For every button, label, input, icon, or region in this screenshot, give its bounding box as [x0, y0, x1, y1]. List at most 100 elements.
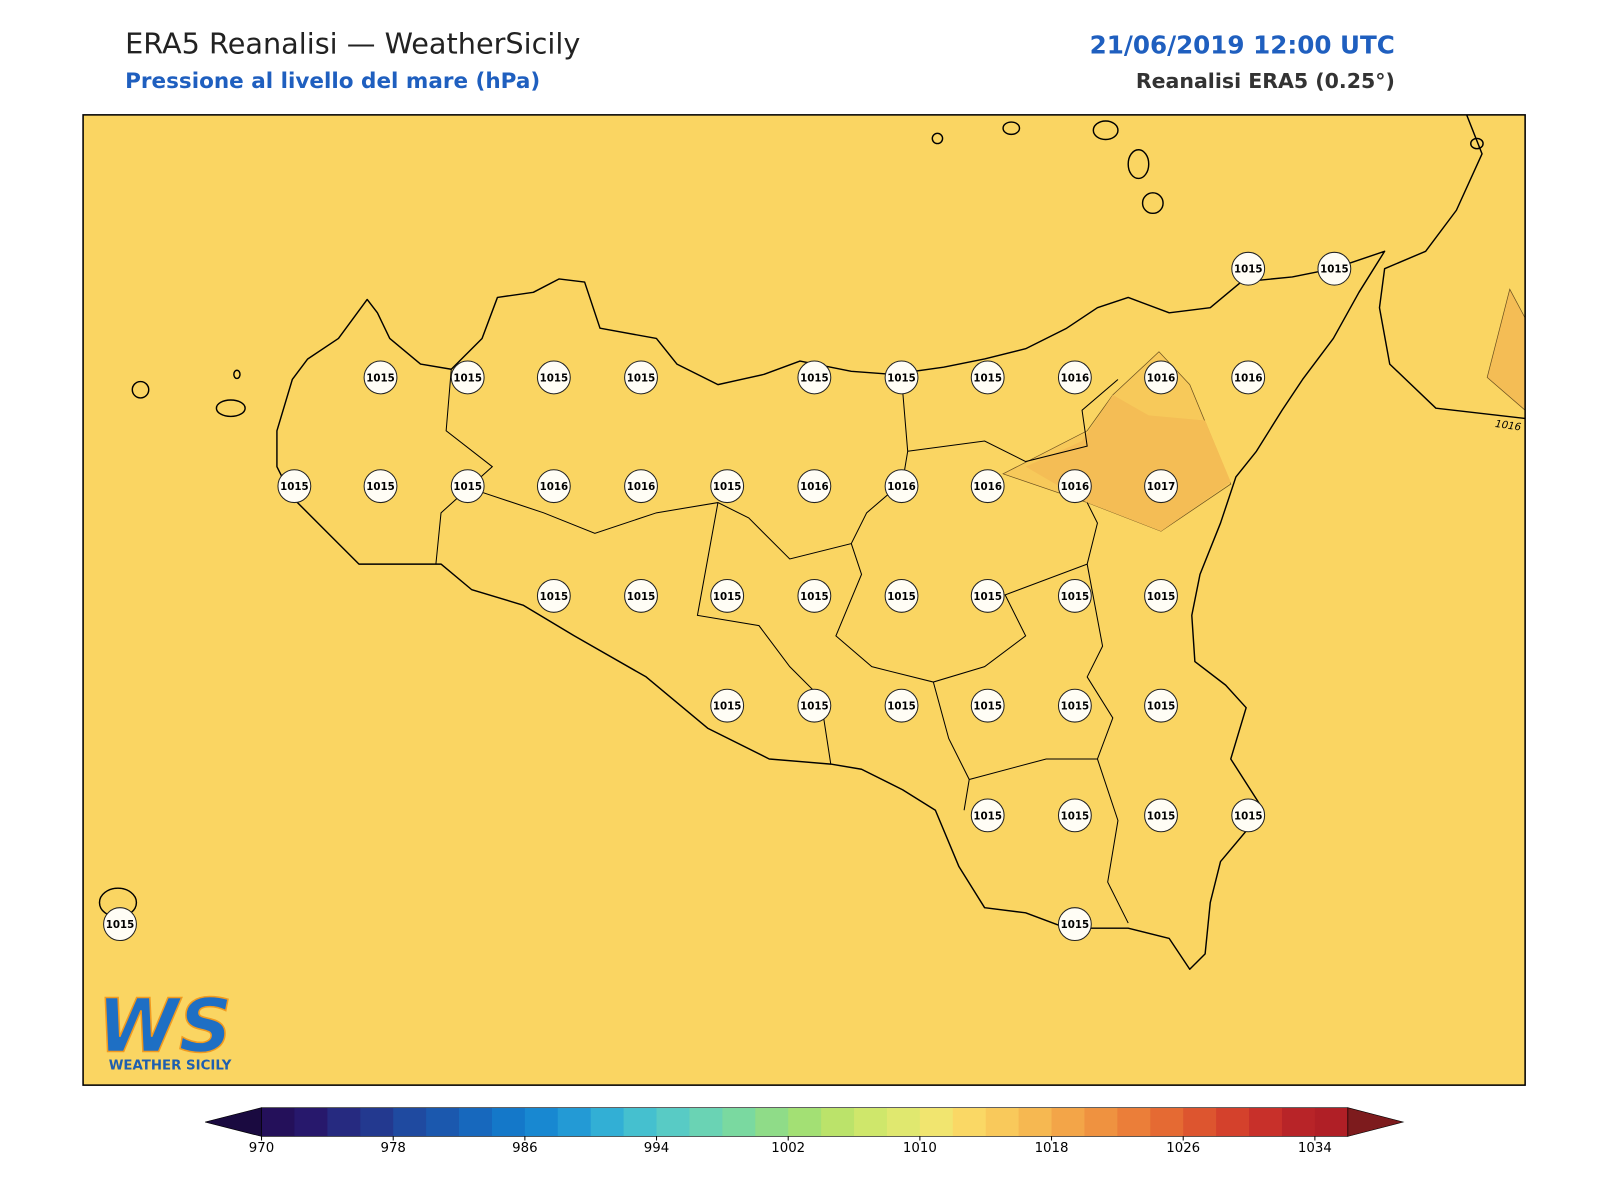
- colorbar-box: [919, 1107, 954, 1137]
- station-marker: [536, 578, 571, 613]
- colorbar-box: [524, 1107, 559, 1137]
- station: 1015: [450, 469, 485, 504]
- station-marker: [797, 578, 832, 613]
- station-value: 1015: [627, 591, 656, 603]
- station: 1015: [970, 798, 1005, 833]
- station-marker: [1144, 688, 1178, 723]
- station: 1016: [1057, 469, 1092, 504]
- colorbar-box: [1117, 1107, 1151, 1137]
- source: Reanalisi ERA5 (0.25°): [1136, 69, 1395, 93]
- title: ERA5 Reanalisi — WeatherSicily: [125, 26, 580, 60]
- station: 1016: [1231, 360, 1266, 395]
- station-marker: [624, 469, 658, 504]
- station: 1016: [797, 469, 832, 504]
- station-value: 1015: [366, 372, 395, 384]
- station-value: 1016: [800, 481, 829, 493]
- station-value: 1015: [800, 591, 829, 603]
- station: 1015: [797, 688, 832, 723]
- station-value: 1015: [1320, 264, 1349, 276]
- subtitle: Pressione al livello del mare (hPa): [125, 69, 540, 94]
- map-frame: [82, 114, 1526, 1086]
- station: 1015: [277, 469, 312, 504]
- station: 1015: [1144, 688, 1178, 723]
- station: 1015: [450, 360, 485, 395]
- station: 1016: [884, 469, 919, 504]
- colorbar-box: [623, 1107, 657, 1137]
- station-value: 1015: [887, 701, 916, 713]
- colorbar-box: [788, 1107, 822, 1137]
- station-value: 1015: [453, 372, 482, 384]
- station: 1015: [970, 360, 1005, 395]
- station-marker: [1144, 469, 1178, 504]
- station-value: 1016: [1061, 481, 1090, 493]
- colorbar-tick-label: 1018: [1035, 1141, 1069, 1156]
- station: 1015: [710, 578, 745, 613]
- colorbar-tick-label: 970: [249, 1141, 274, 1156]
- colorbar-box: [1150, 1107, 1184, 1137]
- station-value: 1016: [973, 481, 1002, 493]
- station-marker: [1057, 578, 1092, 613]
- station-marker: [884, 688, 919, 723]
- station-marker: [1231, 360, 1266, 395]
- station: 1015: [1057, 798, 1092, 833]
- colorbar-box: [1183, 1107, 1217, 1137]
- station-marker: [536, 360, 571, 395]
- station: 1016: [536, 469, 571, 504]
- colorbar-tick-label: 1034: [1298, 1141, 1332, 1156]
- station-value: 1015: [540, 591, 569, 603]
- station-marker: [1057, 907, 1092, 942]
- station-marker: [797, 360, 832, 395]
- station-marker: [1057, 469, 1092, 504]
- station-marker: [970, 469, 1005, 504]
- logo: WS WEATHER SICILY: [97, 983, 233, 1074]
- station-value: 1015: [973, 701, 1002, 713]
- sicily-coast: [276, 250, 1386, 970]
- contour-area: [1025, 394, 1231, 532]
- station-value: 1015: [366, 481, 395, 493]
- station-marker: [103, 907, 137, 942]
- station-value: 1015: [713, 481, 742, 493]
- station-value: 1016: [1234, 372, 1263, 384]
- station-marker: [1144, 798, 1178, 833]
- colorbar-box: [294, 1107, 328, 1137]
- station-value: 1015: [800, 372, 829, 384]
- station-marker: [450, 469, 485, 504]
- station: 1015: [624, 578, 658, 613]
- station: 1015: [797, 578, 832, 613]
- station-marker: [1144, 578, 1178, 613]
- station-marker: [1144, 360, 1178, 395]
- station-marker: [884, 469, 919, 504]
- station-marker: [536, 469, 571, 504]
- colorbar-box: [1281, 1107, 1316, 1137]
- station-value: 1015: [453, 481, 482, 493]
- station: 1015: [710, 688, 745, 723]
- station-value: 1017: [1147, 481, 1176, 493]
- colorbar-under: [205, 1107, 262, 1137]
- colorbar-box: [557, 1107, 592, 1137]
- station: 1015: [1144, 578, 1178, 613]
- colorbar-frame: [261, 1107, 1349, 1137]
- station-value: 1015: [1061, 810, 1090, 822]
- colorbar-box: [426, 1107, 460, 1137]
- station-marker: [884, 578, 919, 613]
- station: 1015: [884, 688, 919, 723]
- station: 1015: [1057, 688, 1092, 723]
- station: 1015: [1144, 798, 1178, 833]
- station-marker: [1057, 360, 1092, 395]
- station-marker: [363, 360, 398, 395]
- logo-text: WEATHER SICILY: [109, 1059, 232, 1074]
- station-marker: [797, 688, 832, 723]
- colorbar-tick-label: 1026: [1166, 1141, 1200, 1156]
- station-value: 1015: [713, 701, 742, 713]
- colorbar-box: [360, 1107, 394, 1137]
- station-value: 1015: [887, 372, 916, 384]
- colorbar-box: [491, 1107, 526, 1137]
- station-marker: [970, 578, 1005, 613]
- station: 1016: [970, 469, 1005, 504]
- colorbar-tick-label: 994: [644, 1141, 669, 1156]
- station-marker: [624, 578, 658, 613]
- station-marker: [710, 578, 745, 613]
- colorbar-box: [1051, 1107, 1085, 1137]
- colorbar-tick-label: 986: [512, 1141, 537, 1156]
